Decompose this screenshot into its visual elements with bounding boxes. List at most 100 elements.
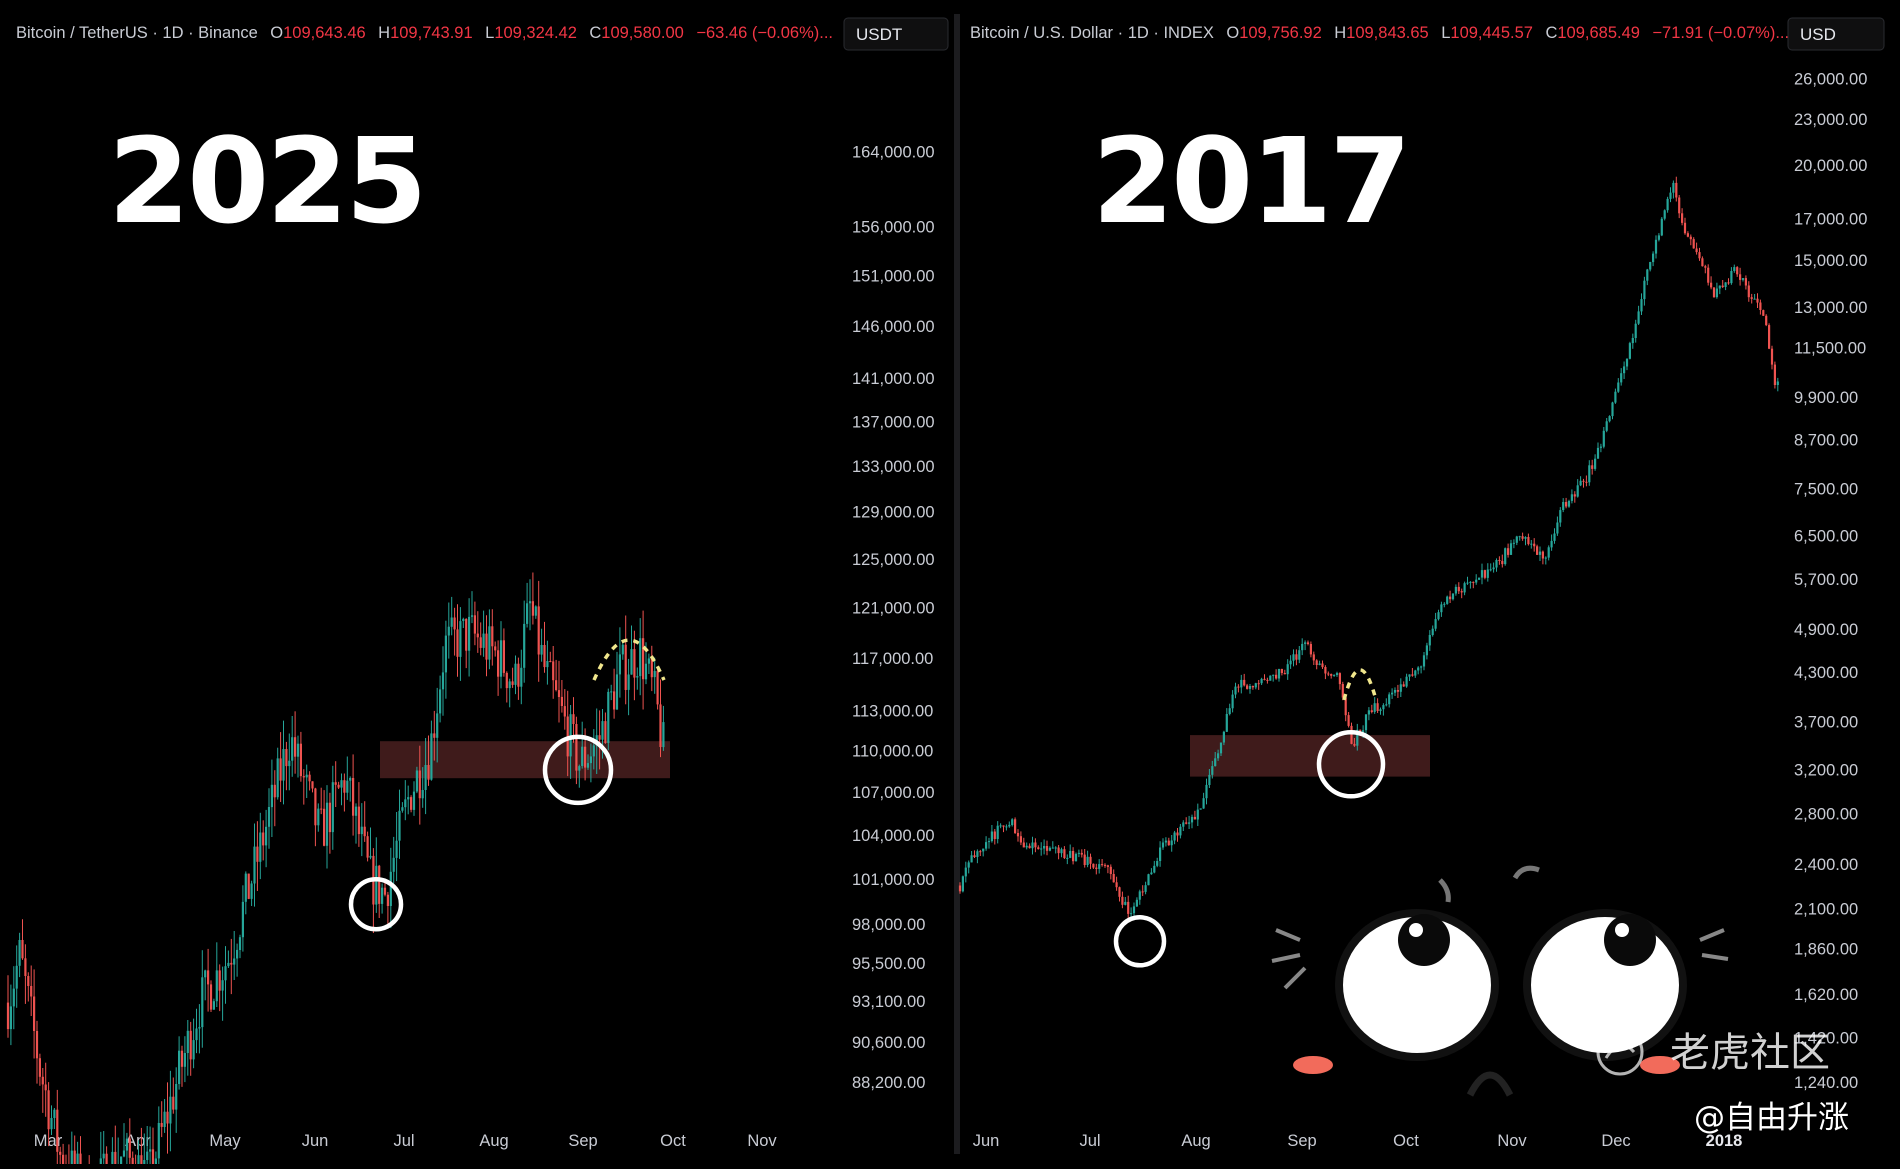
left-currency-label[interactable]: USDT bbox=[856, 25, 902, 44]
right-candle-body bbox=[1454, 586, 1457, 594]
right-candle-body bbox=[1089, 856, 1092, 864]
left-high: 109,743.91 bbox=[390, 24, 473, 42]
right-candle-body bbox=[1724, 282, 1727, 287]
right-chart[interactable]: 26,000.00 23,000.00 20,000.00 17,000.00 15,0… bbox=[958, 71, 1868, 1151]
watermark: 老虎社区 @自由升涨 bbox=[1596, 1028, 1849, 1136]
left-candle-body bbox=[557, 690, 561, 697]
left-candle-body bbox=[314, 788, 317, 826]
left-currency-button[interactable]: USDT bbox=[843, 17, 949, 51]
right-candle-body bbox=[1330, 674, 1333, 676]
right-candle-body bbox=[1295, 654, 1298, 660]
right-candle-body bbox=[1173, 832, 1176, 841]
right-candle-body bbox=[1170, 840, 1173, 846]
left-candle-body bbox=[244, 873, 247, 902]
left-candle-body bbox=[247, 873, 250, 899]
left-candle-body bbox=[491, 626, 494, 647]
right-candle-body bbox=[1637, 311, 1640, 324]
right-candle-body bbox=[1225, 714, 1228, 732]
right-candle-body bbox=[1533, 543, 1536, 547]
left-candle-body bbox=[236, 949, 239, 959]
left-x-axis[interactable]: Mar Apr May Jun Jul Aug Sep Oct Nov bbox=[34, 1132, 778, 1150]
right-candle-body bbox=[1547, 547, 1550, 558]
left-candle-body bbox=[410, 797, 413, 810]
left-y-tick: 137,000.00 bbox=[852, 413, 935, 431]
right-candle-body bbox=[1147, 874, 1150, 886]
left-candle-body bbox=[282, 749, 285, 781]
right-candle-body bbox=[1512, 542, 1515, 544]
left-candle-body bbox=[639, 638, 642, 677]
left-candle-body bbox=[514, 663, 517, 685]
right-x-tick: Aug bbox=[1181, 1132, 1210, 1150]
left-currency-bg[interactable] bbox=[843, 17, 949, 51]
right-currency-label[interactable]: USD bbox=[1800, 25, 1836, 44]
left-candle-body bbox=[578, 766, 581, 771]
right-x-axis[interactable]: Jun Jul Aug Sep Oct Nov Dec 2018 bbox=[973, 1132, 1743, 1150]
right-candle-body bbox=[1768, 325, 1771, 349]
right-candle-body bbox=[1460, 591, 1463, 593]
right-currency-bg[interactable] bbox=[1787, 17, 1885, 51]
left-candle-body bbox=[450, 617, 453, 627]
left-candle-body bbox=[656, 670, 659, 705]
right-candle-body bbox=[1341, 684, 1344, 698]
left-chart[interactable]: 164,000.00 156,000.00 151,000.00 146,000.00… bbox=[6, 144, 935, 1169]
panel-divider[interactable] bbox=[954, 14, 960, 1154]
right-candle-body bbox=[1269, 675, 1272, 681]
left-open-key: O bbox=[270, 24, 283, 42]
left-candle-body bbox=[149, 1149, 152, 1152]
right-candle-body bbox=[1054, 847, 1057, 849]
right-candle-body bbox=[1747, 285, 1750, 298]
left-y-tick: 101,000.00 bbox=[852, 871, 935, 889]
right-candle-body bbox=[1753, 298, 1756, 300]
right-candle-body bbox=[1509, 543, 1513, 555]
left-highlight-circle bbox=[348, 876, 404, 932]
left-candle-body bbox=[421, 790, 424, 799]
right-candle-body bbox=[990, 831, 993, 842]
left-candle-body bbox=[586, 763, 590, 768]
left-close-key: C bbox=[589, 24, 601, 42]
right-candle-body bbox=[1515, 536, 1518, 543]
right-candle-body bbox=[1544, 557, 1547, 559]
right-candle-body bbox=[1272, 674, 1275, 676]
left-candle-body bbox=[549, 661, 552, 662]
left-candle-body bbox=[53, 1109, 56, 1118]
left-high-key: H bbox=[378, 24, 390, 42]
right-candle-body bbox=[1634, 323, 1637, 338]
left-candle-body bbox=[575, 724, 578, 771]
left-candle-body bbox=[265, 826, 268, 846]
right-candle-body bbox=[1391, 692, 1394, 695]
right-currency-button[interactable]: USD bbox=[1787, 17, 1885, 51]
left-low-key: L bbox=[485, 24, 494, 42]
left-y-tick: 125,000.00 bbox=[852, 551, 935, 569]
left-candle-body bbox=[552, 661, 555, 681]
left-y-tick: 129,000.00 bbox=[852, 504, 935, 522]
right-y-axis[interactable]: 26,000.00 23,000.00 20,000.00 17,000.00 15,0… bbox=[1794, 71, 1867, 1093]
right-candle-body bbox=[1431, 628, 1434, 635]
left-candle-body bbox=[659, 704, 662, 747]
right-candle-body bbox=[1237, 686, 1240, 688]
right-candle-body bbox=[1478, 577, 1481, 580]
right-high: 109,843.65 bbox=[1346, 24, 1429, 42]
right-candle-body bbox=[1631, 338, 1634, 344]
right-candle-body bbox=[982, 848, 985, 852]
right-candle-body bbox=[1312, 654, 1315, 661]
right-candle-body bbox=[1277, 669, 1281, 679]
right-y-tick: 1,240.00 bbox=[1794, 1074, 1858, 1092]
right-y-tick: 11,500.00 bbox=[1794, 340, 1866, 358]
right-y-tick: 7,500.00 bbox=[1794, 481, 1858, 499]
left-candle-body bbox=[305, 774, 308, 778]
left-y-axis[interactable]: 164,000.00 156,000.00 151,000.00 146,000.00… bbox=[852, 144, 935, 1093]
right-candle-body bbox=[1411, 674, 1414, 676]
watermark-brand: 老虎社区 bbox=[1670, 1030, 1830, 1076]
left-candle-body bbox=[563, 706, 566, 717]
right-candle-body bbox=[1643, 280, 1646, 300]
left-candle-body bbox=[386, 894, 389, 906]
left-candle-body bbox=[224, 966, 227, 981]
left-candle-body bbox=[363, 826, 366, 837]
right-candle-body bbox=[1072, 851, 1075, 862]
right-candle-body bbox=[1730, 271, 1733, 284]
right-candle-body bbox=[1556, 522, 1559, 534]
right-candle-body bbox=[1080, 852, 1083, 855]
right-candle-body bbox=[1156, 861, 1159, 866]
right-candle-body bbox=[1663, 210, 1666, 219]
right-year-label: 2017 bbox=[1092, 112, 1408, 250]
